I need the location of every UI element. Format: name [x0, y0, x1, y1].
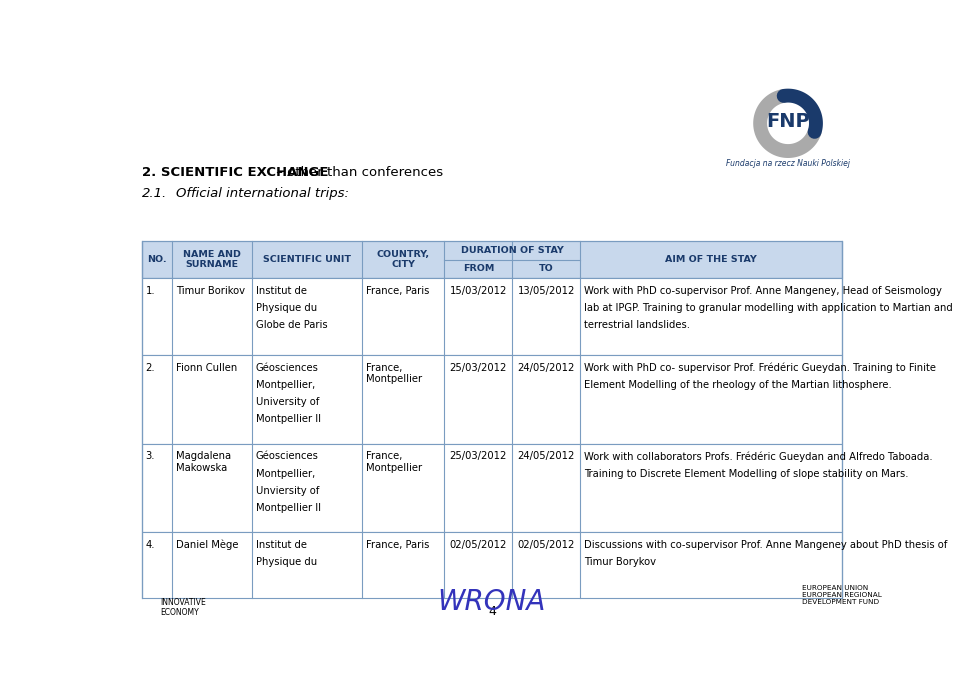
Text: WRONA: WRONA — [438, 588, 546, 616]
Bar — [142, 532, 842, 598]
Text: FNP: FNP — [766, 112, 810, 130]
Text: Work with PhD co- supervisor Prof. Frédéric Gueydan. Training to Finite
Element : Work with PhD co- supervisor Prof. Frédé… — [584, 363, 936, 391]
Text: Timur Borikov: Timur Borikov — [176, 286, 245, 296]
Text: 2. SCIENTIFIC EXCHANGE: 2. SCIENTIFIC EXCHANGE — [142, 167, 328, 180]
Text: Work with PhD co-supervisor Prof. Anne Mangeney, Head of Seismology
lab at IPGP.: Work with PhD co-supervisor Prof. Anne M… — [584, 286, 953, 330]
Bar — [142, 443, 842, 532]
Text: France, Paris: France, Paris — [367, 540, 430, 550]
Text: France, Paris: France, Paris — [367, 286, 430, 296]
Text: 24/05/2012: 24/05/2012 — [517, 451, 575, 462]
Text: Institut de
Physique du: Institut de Physique du — [255, 540, 317, 567]
Text: 25/03/2012: 25/03/2012 — [449, 451, 507, 462]
Text: 4: 4 — [488, 605, 496, 618]
Text: AIM OF THE STAY: AIM OF THE STAY — [665, 255, 757, 264]
Text: Fionn Cullen: Fionn Cullen — [176, 363, 237, 373]
Text: 15/03/2012: 15/03/2012 — [449, 286, 507, 296]
Text: 2.: 2. — [146, 363, 156, 373]
Text: Discussions with co-supervisor Prof. Anne Mangeney about PhD thesis of
Timur Bor: Discussions with co-supervisor Prof. Ann… — [584, 540, 948, 567]
Text: NO.: NO. — [147, 255, 167, 264]
Text: Géosciences
Montpellier,
Unviersity of
Montpellier II: Géosciences Montpellier, Unviersity of M… — [255, 451, 321, 513]
Text: SCIENTIFIC UNIT: SCIENTIFIC UNIT — [263, 255, 351, 264]
Text: DURATION OF STAY: DURATION OF STAY — [461, 246, 564, 255]
Text: 24/05/2012: 24/05/2012 — [517, 363, 575, 373]
Text: France,
Montpellier: France, Montpellier — [367, 451, 422, 473]
Text: 1.: 1. — [146, 286, 156, 296]
Text: TO: TO — [539, 264, 554, 273]
Bar — [142, 355, 842, 443]
Text: 3.: 3. — [146, 451, 156, 462]
Text: France,
Montpellier: France, Montpellier — [367, 363, 422, 384]
Bar — [142, 278, 842, 355]
Text: 02/05/2012: 02/05/2012 — [517, 540, 575, 550]
Text: 13/05/2012: 13/05/2012 — [517, 286, 575, 296]
Text: INNOVATIVE
ECONOMY: INNOVATIVE ECONOMY — [160, 598, 206, 617]
Text: Magdalena
Makowska: Magdalena Makowska — [176, 451, 230, 473]
Text: Daniel Mège: Daniel Mège — [176, 540, 238, 550]
Text: COUNTRY,
CITY: COUNTRY, CITY — [377, 250, 430, 269]
Text: Work with collaborators Profs. Frédéric Gueydan and Alfredo Taboada.
Training to: Work with collaborators Profs. Frédéric … — [584, 451, 933, 479]
Bar — [142, 241, 842, 278]
Text: 2.1.: 2.1. — [142, 187, 167, 201]
Text: NAME AND
SURNAME: NAME AND SURNAME — [182, 250, 241, 269]
Text: – other than conferences: – other than conferences — [272, 167, 443, 180]
Text: FROM: FROM — [463, 264, 494, 273]
Text: 4.: 4. — [146, 540, 156, 550]
Text: Institut de
Physique du
Globe de Paris: Institut de Physique du Globe de Paris — [255, 286, 327, 330]
Text: 25/03/2012: 25/03/2012 — [449, 363, 507, 373]
Text: Official international trips:: Official international trips: — [176, 187, 348, 201]
Text: EUROPEAN UNION
EUROPEAN REGIONAL
DEVELOPMENT FUND: EUROPEAN UNION EUROPEAN REGIONAL DEVELOP… — [802, 585, 881, 605]
Text: Géosciences
Montpellier,
University of
Montpellier II: Géosciences Montpellier, University of M… — [255, 363, 321, 425]
Text: Fundacja na rzecz Nauki Polskiej: Fundacja na rzecz Nauki Polskiej — [726, 159, 850, 168]
Text: 02/05/2012: 02/05/2012 — [449, 540, 507, 550]
